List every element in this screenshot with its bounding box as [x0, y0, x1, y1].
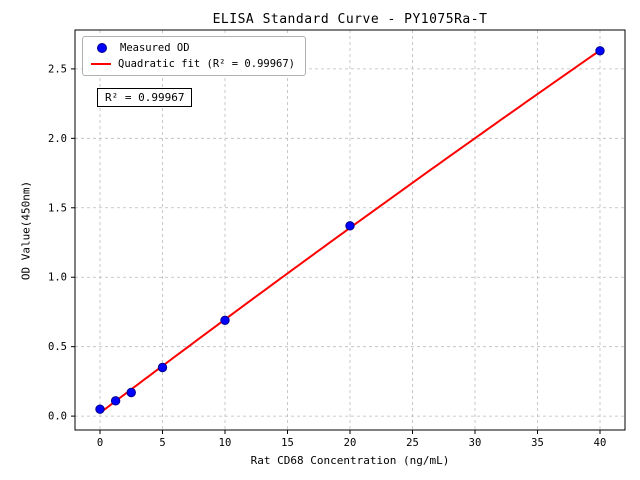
- svg-text:1.5: 1.5: [48, 202, 67, 214]
- legend-label-quadratic-fit: Quadratic fit (R² = 0.99967): [118, 58, 296, 70]
- legend-item-quadratic-fit: Quadratic fit (R² = 0.99967): [91, 58, 295, 70]
- scatter-marker-icon: [97, 43, 107, 53]
- legend-label-measured-od: Measured OD: [120, 42, 190, 54]
- svg-text:0.5: 0.5: [48, 341, 67, 353]
- chart-title: ELISA Standard Curve - PY1075Ra-T: [212, 12, 488, 27]
- y-axis-label: OD Value(450nm): [19, 180, 33, 281]
- svg-text:25: 25: [406, 437, 419, 449]
- svg-text:30: 30: [469, 437, 482, 449]
- svg-text:5: 5: [159, 437, 165, 449]
- legend-item-measured-od: Measured OD: [91, 42, 295, 54]
- svg-text:0.0: 0.0: [48, 411, 67, 423]
- svg-text:20: 20: [344, 437, 357, 449]
- svg-text:10: 10: [219, 437, 232, 449]
- svg-text:0: 0: [97, 437, 103, 449]
- svg-text:40: 40: [594, 437, 607, 449]
- r-squared-annotation: R² = 0.99967: [97, 88, 193, 107]
- svg-text:2.5: 2.5: [48, 63, 67, 75]
- svg-text:2.0: 2.0: [48, 133, 67, 145]
- svg-text:1.0: 1.0: [48, 272, 67, 284]
- svg-text:35: 35: [531, 437, 544, 449]
- x-axis-label: Rat CD68 Concentration (ng/mL): [250, 454, 450, 467]
- legend: Measured OD Quadratic fit (R² = 0.99967): [82, 36, 307, 76]
- svg-text:15: 15: [281, 437, 294, 449]
- line-marker-icon: [91, 63, 111, 65]
